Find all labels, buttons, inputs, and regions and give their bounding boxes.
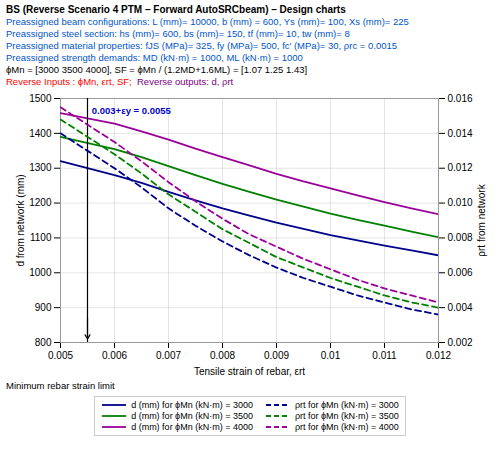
svg-text:1200: 1200 bbox=[29, 197, 52, 208]
svg-text:0.007: 0.007 bbox=[156, 350, 181, 361]
svg-text:0.009: 0.009 bbox=[264, 350, 289, 361]
html-text:d (mm) for ϕMn (kN·m) = 3000: d (mm) for ϕMn (kN·m) = 3000 bbox=[131, 400, 253, 410]
svg-text:Tensile strain of rebar, εrt: Tensile strain of rebar, εrt bbox=[194, 366, 305, 377]
svg-text:ρrt from network: ρrt from network bbox=[476, 183, 487, 256]
svg-text:d from network (mm): d from network (mm) bbox=[15, 174, 26, 266]
svg-text:0.010: 0.010 bbox=[448, 197, 473, 208]
html-text:Reverse Inputs : ϕMn, εrt, SF;: Reverse Inputs : ϕMn, εrt, SF; Reverse o… bbox=[6, 76, 234, 87]
svg-text:0.014: 0.014 bbox=[448, 128, 473, 139]
html-text:Preassigned beam configuration: Preassigned beam configurations: L (mm)=… bbox=[6, 16, 409, 27]
html-text:Preassigned steel section: hs: Preassigned steel section: hs (mm)= 600,… bbox=[6, 28, 350, 39]
html-text:Minimum rebar strain limit: Minimum rebar strain limit bbox=[6, 380, 115, 391]
svg-text:0.004: 0.004 bbox=[448, 302, 473, 313]
svg-text:0.002: 0.002 bbox=[448, 337, 473, 348]
svg-text:1100: 1100 bbox=[30, 232, 52, 243]
svg-text:0.01: 0.01 bbox=[321, 350, 341, 361]
html-text:d (mm) for ϕMn (kN·m) = 4000: d (mm) for ϕMn (kN·m) = 4000 bbox=[131, 422, 253, 432]
svg-text:0.016: 0.016 bbox=[448, 93, 473, 104]
svg-text:1300: 1300 bbox=[29, 162, 52, 173]
html-text:Preassigned strength demands:: Preassigned strength demands: MD (kN·m) … bbox=[6, 52, 303, 63]
html-text:BS (Reverse Scenario 4 PTM – F: BS (Reverse Scenario 4 PTM – Forward Aut… bbox=[6, 4, 346, 15]
svg-text:900: 900 bbox=[35, 302, 52, 313]
html-text:ρrt for ϕMn (kN·m) = 4000: ρrt for ϕMn (kN·m) = 4000 bbox=[294, 422, 399, 432]
svg-text:0.011: 0.011 bbox=[372, 350, 397, 361]
html-text:ρrt for ϕMn (kN·m) = 3500: ρrt for ϕMn (kN·m) = 3500 bbox=[294, 411, 399, 421]
svg-text:1000: 1000 bbox=[29, 267, 52, 278]
svg-text:0.005: 0.005 bbox=[48, 350, 73, 361]
svg-text:1400: 1400 bbox=[29, 128, 52, 139]
svg-text:0.006: 0.006 bbox=[448, 267, 473, 278]
svg-text:0.008: 0.008 bbox=[448, 232, 473, 243]
svg-text:800: 800 bbox=[35, 337, 52, 348]
svg-text:0.003+εy = 0.0055: 0.003+εy = 0.0055 bbox=[92, 105, 172, 116]
html-text:ρrt for ϕMn (kN·m) = 3000: ρrt for ϕMn (kN·m) = 3000 bbox=[294, 400, 399, 410]
svg-text:0.008: 0.008 bbox=[210, 350, 235, 361]
svg-text:1500: 1500 bbox=[29, 93, 52, 104]
svg-text:0.006: 0.006 bbox=[102, 350, 127, 361]
html-text:ϕMn = [3000 3500 4000], SF = ϕ: ϕMn = [3000 3500 4000], SF = ϕMn / (1.2M… bbox=[6, 64, 308, 75]
html-text:d (mm) for ϕMn (kN·m) = 3500: d (mm) for ϕMn (kN·m) = 3500 bbox=[131, 411, 253, 421]
svg-text:0.012: 0.012 bbox=[448, 162, 473, 173]
svg-text:0.012: 0.012 bbox=[426, 350, 451, 361]
html-text:Preassigned material propertie: Preassigned material properties: fJS (MP… bbox=[6, 40, 398, 51]
